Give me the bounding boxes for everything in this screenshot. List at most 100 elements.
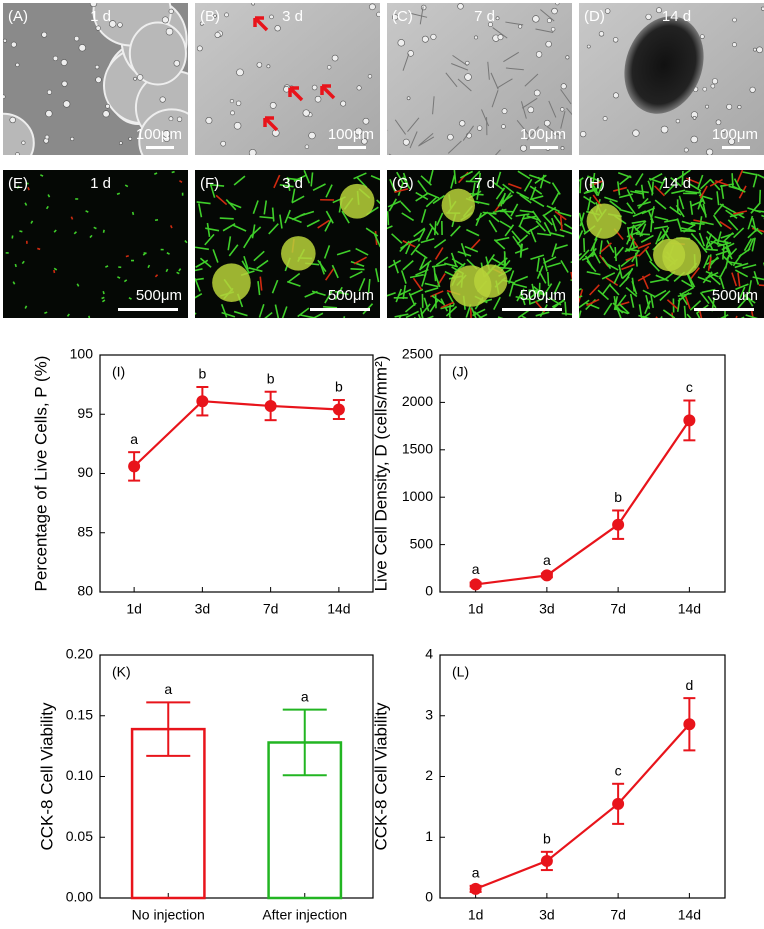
fluor-cell: [195, 246, 209, 251]
cell: [532, 15, 540, 23]
fiber: [452, 54, 468, 66]
scale-label: 100μm: [328, 126, 374, 143]
cell: [74, 36, 80, 42]
fluor-cell: [123, 279, 128, 283]
fluor-cell: [293, 174, 307, 182]
fluor-cell: [605, 277, 619, 287]
cell: [710, 83, 716, 89]
fluor-cell: [637, 197, 649, 210]
cell: [251, 3, 255, 6]
fiber: [462, 125, 474, 141]
fluor-cell: [698, 232, 706, 247]
y-axis-label: Live Cell Density, D (cells/mm²): [371, 356, 390, 592]
fluor-cell: [303, 170, 311, 184]
fluor-cell: [634, 190, 649, 194]
fluor-cell: [601, 283, 612, 296]
image-bg: [3, 170, 188, 318]
micrograph-panel: (B) 3 d 100μm: [195, 3, 380, 155]
fiber: [492, 27, 508, 39]
panel-label: (E): [8, 175, 28, 192]
cell: [495, 16, 500, 21]
x-tick-label: No injection: [132, 907, 205, 923]
fluor-cell: [513, 283, 528, 289]
fluor-cell: [440, 301, 455, 309]
cell: [598, 31, 605, 37]
fluor-cell: [597, 182, 604, 197]
cell: [269, 14, 274, 20]
y-tick-label: 500: [410, 535, 434, 551]
cell: [46, 89, 52, 95]
cell: [168, 8, 174, 14]
fluor-cell: [12, 281, 16, 285]
arrow: [263, 116, 279, 132]
fluor-cell: [431, 295, 444, 305]
cell: [737, 104, 742, 110]
fluor-cell: [537, 176, 551, 184]
fluor-cell: [625, 248, 640, 252]
y-tick-label: 2: [425, 767, 433, 783]
fluor-cell: [402, 240, 416, 248]
cell: [715, 119, 722, 126]
fluor-cell: [215, 194, 228, 206]
cell: [168, 116, 174, 122]
cell: [9, 116, 16, 124]
fiber: [419, 6, 424, 25]
cell: [402, 138, 410, 146]
cell: [220, 140, 227, 147]
y-tick-label: 2000: [402, 393, 433, 409]
panel-label: (A): [8, 8, 28, 25]
fluor-cell: [24, 202, 28, 206]
significance-label: a: [130, 431, 138, 447]
point: [540, 569, 553, 582]
fluor-cell: [324, 218, 333, 232]
panel-label: (H): [584, 175, 605, 192]
fluor-cell: [560, 260, 569, 273]
fluor-cell: [401, 212, 415, 222]
significance-label: a: [301, 688, 309, 704]
fluor-cell: [387, 211, 390, 226]
fluor-cell: [579, 299, 590, 309]
panel-label: (D): [584, 8, 605, 25]
fluor-cell: [662, 309, 676, 318]
cell: [117, 22, 123, 28]
cell: [602, 116, 608, 121]
fluor-cell: [424, 287, 439, 293]
cell: [70, 136, 75, 141]
fluor-cell: [732, 253, 743, 267]
fluor-cell: [500, 194, 513, 204]
cell: [721, 128, 726, 133]
fluor-cell: [681, 220, 696, 226]
panel-label: (J): [452, 364, 468, 380]
image: [3, 170, 188, 318]
significance-label: b: [267, 370, 275, 386]
fluor-cell: [402, 260, 414, 271]
fluor-cell: [37, 247, 41, 251]
cell: [10, 41, 17, 48]
spheroid: [474, 264, 508, 298]
fluor-cell: [497, 316, 504, 318]
y-axis-label: Percentage of Live Cells, P (%): [31, 356, 50, 592]
cell: [314, 95, 322, 103]
cell: [464, 73, 472, 81]
fluor-cell: [300, 314, 315, 318]
micrograph-panel: (F) 3 d 500μm: [195, 170, 380, 318]
fluor-cell: [608, 284, 620, 296]
fluor-cell: [516, 288, 525, 302]
fluor-cell: [429, 299, 439, 313]
fluor-cell: [579, 219, 587, 234]
panel-label: (C): [392, 8, 413, 25]
fluor-cell: [614, 247, 617, 262]
fluor-cell: [431, 263, 446, 268]
cell: [3, 38, 7, 43]
fluor-cell: [529, 185, 543, 195]
fluor-cell: [179, 180, 183, 183]
fluor-cell: [702, 254, 710, 269]
fluor-cell: [626, 227, 631, 242]
fluor-cell: [176, 271, 180, 275]
fluor-cell: [716, 231, 722, 246]
cell: [15, 152, 20, 155]
cell: [52, 55, 59, 62]
cell: [612, 92, 619, 99]
fluor-cell: [281, 306, 288, 318]
cell: [196, 45, 203, 52]
